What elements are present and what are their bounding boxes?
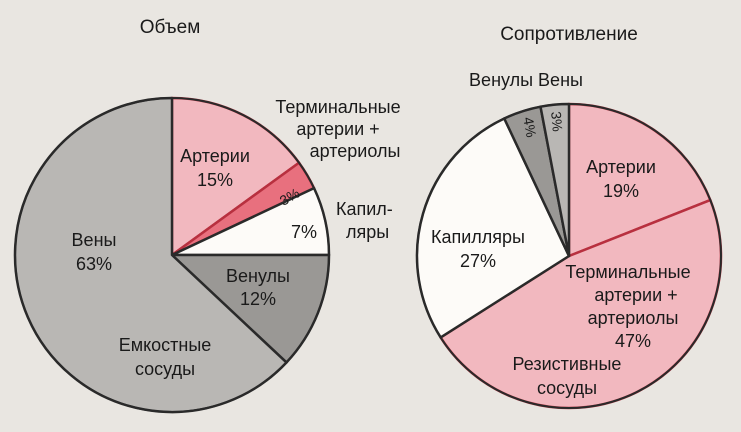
pie1-value-arteries: 15% xyxy=(197,170,233,190)
pie-volume xyxy=(13,96,331,414)
pie2-value-venules: 4% xyxy=(520,116,539,139)
pie1-value-veins: 63% xyxy=(76,254,112,274)
pie-resistance xyxy=(415,102,723,410)
pie2-value-terminal: 47% xyxy=(615,331,651,351)
pie1-value-capillaries: 7% xyxy=(291,222,317,242)
pie2-annotation-1: Резистивные xyxy=(513,354,622,374)
pie1-label-veins: Вены xyxy=(72,230,117,250)
pie1-label-capillaries-2: ляры xyxy=(346,222,389,242)
pie1-label-terminal-1: Терминальные xyxy=(275,97,400,117)
pie2-annotation-2: сосуды xyxy=(537,378,597,398)
pie2-label-terminal-2: артерии + xyxy=(594,285,677,305)
pie2-label-capillaries: Капилляры xyxy=(431,227,525,247)
pie1-slice-outline xyxy=(14,97,330,413)
pie1-label-venules: Венулы xyxy=(226,266,290,286)
pie2-header-venules-veins: Венулы Вены xyxy=(469,70,583,90)
pie1-value-venules: 12% xyxy=(240,289,276,309)
pie1-label-terminal-2: артерии + xyxy=(296,119,379,139)
pie2-value-capillaries: 27% xyxy=(460,251,496,271)
pie2-value-veins: 3% xyxy=(548,111,566,133)
pie2-title: Сопротивление xyxy=(500,24,638,45)
pie2-label-terminal-3: артериолы xyxy=(588,308,679,328)
pie1-title: Объем xyxy=(140,17,201,38)
pie2-label-arteries: Артерии xyxy=(586,157,656,177)
pie1-label-arteries: Артерии xyxy=(180,146,250,166)
pie1-label-terminal-3: артериолы xyxy=(310,141,401,161)
pie1-annotation-1: Емкостные xyxy=(119,335,212,355)
pie1-label-capillaries-1: Капил- xyxy=(336,199,393,219)
pie2-slice-outline xyxy=(416,103,722,409)
pie2-label-terminal-1: Терминальные xyxy=(565,262,690,282)
pie1-annotation-2: сосуды xyxy=(135,359,195,379)
pie2-value-arteries: 19% xyxy=(603,181,639,201)
